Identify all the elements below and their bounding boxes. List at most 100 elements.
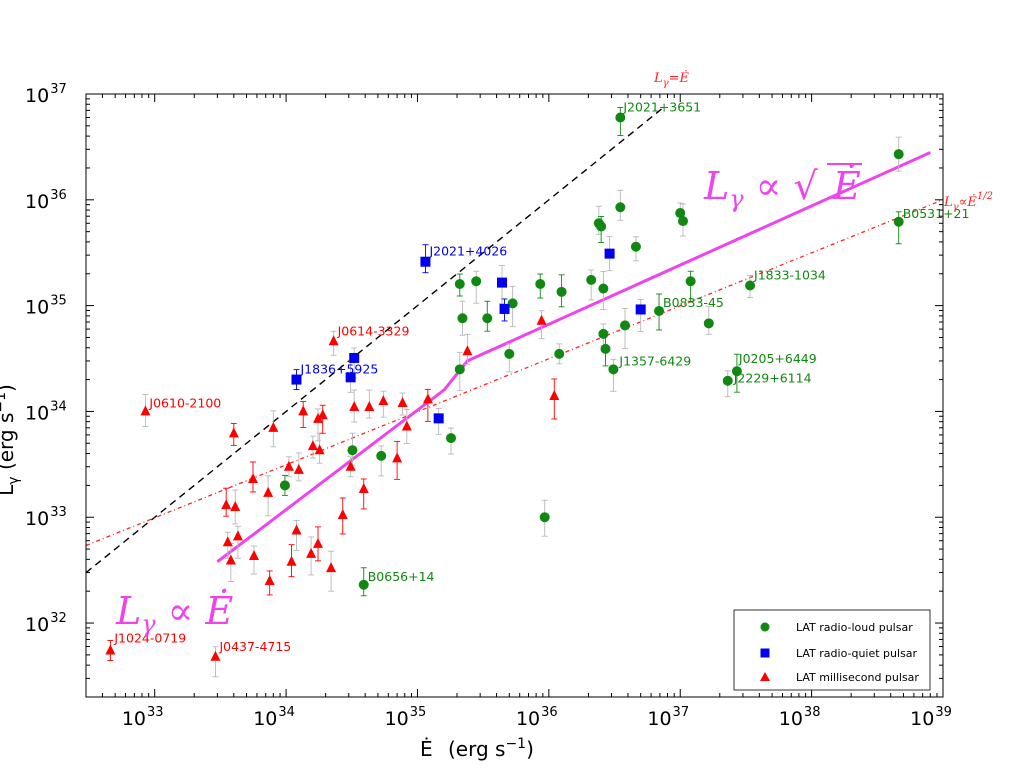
millisecond-point bbox=[378, 395, 389, 406]
point-label-b0656+14: B0656+14 bbox=[368, 569, 435, 584]
radio_quiet-point bbox=[433, 413, 444, 424]
radio_quiet-point bbox=[349, 352, 360, 363]
radio_loud-point bbox=[675, 208, 686, 219]
radio_loud-point bbox=[608, 364, 619, 375]
x-tick-label: 1035 bbox=[385, 705, 427, 730]
radio_loud-point bbox=[454, 364, 465, 375]
radio_loud-point bbox=[457, 313, 468, 324]
x-tick-label: 1036 bbox=[516, 705, 558, 730]
axes-frame bbox=[85, 93, 944, 698]
millisecond-point bbox=[230, 500, 241, 511]
plot-area bbox=[86, 94, 943, 697]
radio_loud-point bbox=[507, 298, 518, 309]
svg-text:Lγ (erg s−1): Lγ (erg s−1) bbox=[0, 384, 22, 496]
point-label-j0610-2100: J0610-2100 bbox=[148, 395, 221, 410]
radio_loud-point bbox=[596, 221, 607, 232]
radio_quiet-point bbox=[345, 372, 356, 383]
y-tick-label: 1036 bbox=[25, 188, 67, 213]
one-to-one-line-label: Lγ=Ė bbox=[653, 69, 690, 89]
radio_loud-point bbox=[446, 433, 457, 444]
radio_loud-point bbox=[454, 279, 465, 290]
radio_loud-point bbox=[358, 579, 369, 590]
point-label-j1024-0719: J1024-0719 bbox=[113, 631, 186, 646]
line-model bbox=[216, 151, 931, 563]
point-label-j0614-3329: J0614-3329 bbox=[337, 323, 410, 338]
millisecond-point bbox=[210, 650, 221, 661]
millisecond-point bbox=[397, 397, 408, 408]
legend-label-radio-loud: LAT radio-loud pulsar bbox=[796, 621, 913, 634]
radio_loud-point bbox=[630, 241, 641, 252]
millisecond-point bbox=[364, 401, 375, 412]
millisecond-point bbox=[225, 554, 236, 565]
x-tick-label: 1038 bbox=[779, 705, 821, 730]
millisecond-point bbox=[337, 508, 348, 519]
millisecond-point bbox=[263, 486, 274, 497]
radio_quiet-point bbox=[497, 277, 508, 288]
millisecond-point bbox=[307, 440, 318, 451]
x-tick-label: 1033 bbox=[122, 705, 164, 730]
millisecond-point bbox=[286, 555, 297, 566]
svg-text:Lγ ∝ Ė: Lγ ∝ Ė bbox=[115, 589, 233, 638]
model-high-label: Lγ ∝ √ Ė bbox=[703, 163, 862, 213]
point-label-j2021+3651: J2021+3651 bbox=[622, 99, 701, 114]
radio_loud-point bbox=[471, 276, 482, 287]
radio_loud-point bbox=[893, 149, 904, 160]
point-label-j0205+6449: J0205+6449 bbox=[738, 351, 817, 366]
y-tick-label: 1035 bbox=[25, 294, 67, 319]
millisecond-point bbox=[306, 547, 317, 558]
millisecond-point bbox=[222, 536, 233, 547]
millisecond-point bbox=[349, 401, 360, 412]
point-label-j2229+6114: J2229+6114 bbox=[733, 371, 812, 386]
millisecond-point bbox=[249, 550, 260, 561]
radio_loud-point bbox=[598, 328, 609, 339]
millisecond-point bbox=[462, 345, 473, 356]
millisecond-point bbox=[401, 420, 412, 431]
radio_loud-point bbox=[535, 279, 546, 290]
radio_loud-point bbox=[615, 202, 626, 213]
radio_loud-point bbox=[556, 286, 567, 297]
millisecond-point bbox=[328, 335, 339, 346]
millisecond-point bbox=[283, 460, 294, 471]
x-axis-label-symbol: Ė bbox=[420, 737, 433, 761]
radio_loud-point bbox=[745, 280, 756, 291]
millisecond-point bbox=[291, 524, 302, 535]
point-label-j1357-6429: J1357-6429 bbox=[618, 353, 691, 368]
point-label-j2021+4026: J2021+4026 bbox=[428, 244, 507, 259]
millisecond-point bbox=[247, 472, 258, 483]
svg-text:Lγ ∝ √: Lγ ∝ √ bbox=[703, 164, 818, 213]
radio_quiet-point bbox=[291, 374, 302, 385]
x-tick-label: 1039 bbox=[910, 705, 952, 730]
line-one-to-one bbox=[86, 108, 662, 574]
radio_loud-point bbox=[598, 283, 609, 294]
x-axis-label-unit: (erg s−1) bbox=[448, 736, 534, 761]
millisecond-point bbox=[221, 499, 232, 510]
millisecond-point bbox=[326, 562, 337, 573]
millisecond-point bbox=[358, 482, 369, 493]
radio_loud-point bbox=[554, 348, 565, 359]
millisecond-point bbox=[140, 405, 151, 416]
y-tick-label: 1033 bbox=[25, 505, 67, 530]
legend-marker-radio-loud bbox=[760, 622, 770, 632]
millisecond-point bbox=[549, 389, 560, 400]
point-label-j0437-4715: J0437-4715 bbox=[218, 639, 291, 654]
radio_loud-point bbox=[504, 348, 515, 359]
point-label-j1836+5925: J1836+5925 bbox=[299, 362, 378, 377]
millisecond-point bbox=[345, 460, 356, 471]
radio_loud-point bbox=[347, 445, 358, 456]
sqrt-line-label: Lγ∝Ė1/2 bbox=[943, 191, 993, 213]
radio_loud-point bbox=[685, 276, 696, 287]
legend: LAT radio-loud pulsar LAT radio-quiet pu… bbox=[733, 609, 931, 691]
y-axis-label: Lγ (erg s−1) bbox=[0, 384, 22, 496]
radio_loud-point bbox=[620, 320, 631, 331]
radio_loud-point bbox=[678, 216, 689, 227]
millisecond-point bbox=[392, 452, 403, 463]
millisecond-point bbox=[317, 409, 328, 420]
y-tick-label: 1037 bbox=[25, 82, 67, 107]
radio_loud-point bbox=[279, 480, 290, 491]
legend-label-millisecond: LAT millisecond pulsar bbox=[796, 671, 919, 684]
point-label-j1833-1034: J1833-1034 bbox=[753, 267, 826, 282]
svg-text:Ė: Ė bbox=[832, 164, 861, 208]
model-low-label: Lγ ∝ Ė bbox=[115, 589, 233, 638]
millisecond-point bbox=[313, 412, 324, 423]
